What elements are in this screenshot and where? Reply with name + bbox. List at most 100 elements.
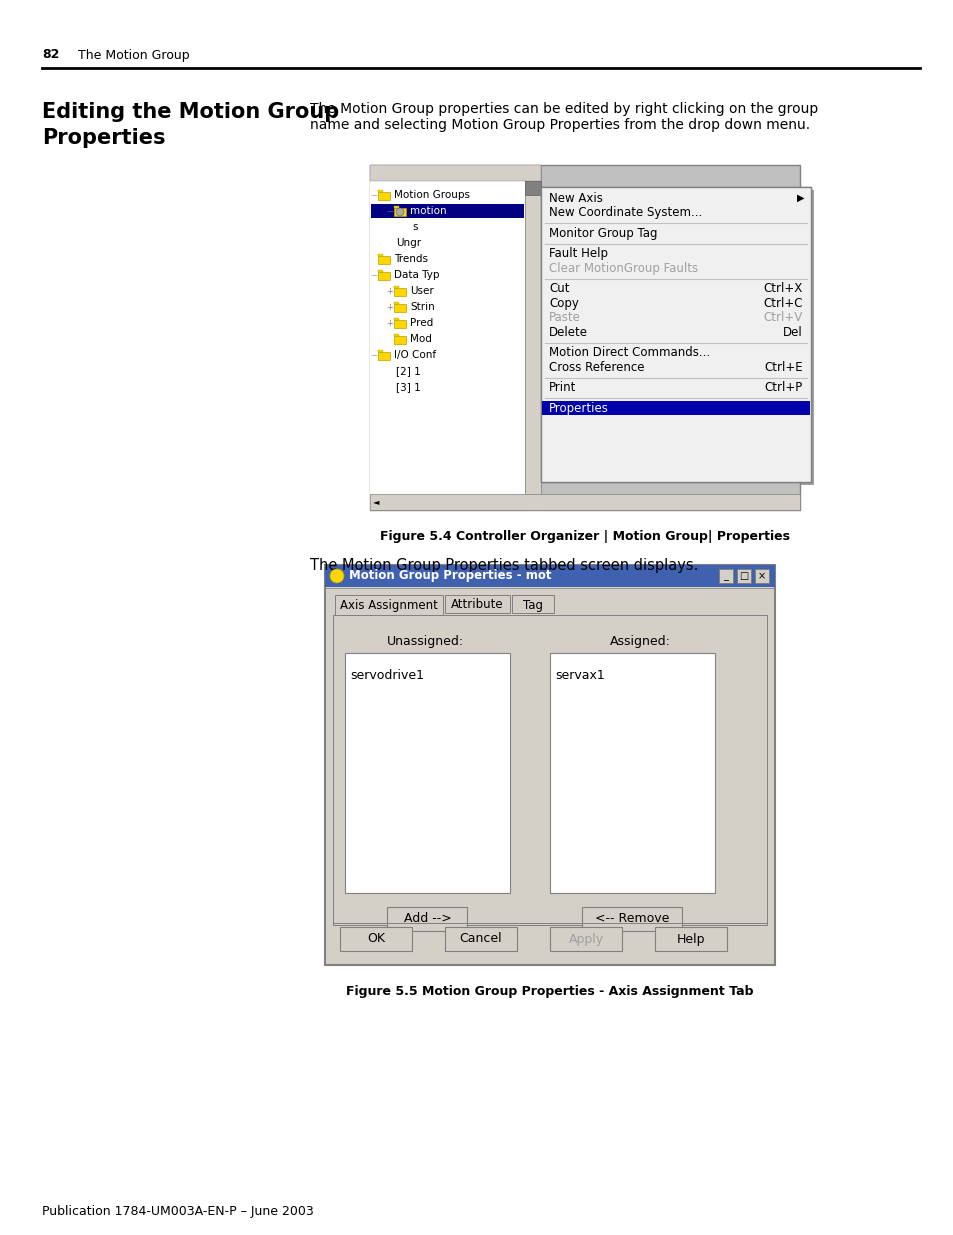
Bar [325,564,774,965]
Text: The Motion Group: The Motion Group [78,48,190,62]
Bar [377,191,390,200]
Text: Cancel: Cancel [459,932,502,946]
Bar [550,927,621,951]
Bar [444,595,510,613]
Bar [540,186,810,482]
Text: <-- Remove: <-- Remove [595,913,669,925]
Circle shape [330,569,344,583]
Text: Pred: Pred [410,317,433,329]
Bar [540,186,810,482]
Bar [377,254,382,256]
Text: New Axis: New Axis [548,191,602,205]
Text: Editing the Motion Group: Editing the Motion Group [42,103,339,122]
Bar [655,927,726,951]
Text: name and selecting Motion Group Properties from the drop down menu.: name and selecting Motion Group Properti… [310,119,809,132]
Bar [370,165,540,182]
Bar [394,333,398,336]
Bar [550,653,714,893]
Text: +: + [386,319,393,327]
Bar [541,401,809,415]
Bar [543,190,813,485]
Text: Axis Assignment: Axis Assignment [339,599,437,611]
Bar [394,336,406,345]
Bar [370,494,800,510]
Text: Fault Help: Fault Help [548,247,607,261]
Bar [370,165,524,510]
Text: Figure 5.4 Controller Organizer | Motion Group| Properties: Figure 5.4 Controller Organizer | Motion… [379,530,789,543]
Bar [394,320,406,329]
Bar [524,182,540,195]
Text: Copy: Copy [548,296,578,310]
Text: +: + [386,287,393,295]
Text: —: — [370,352,377,358]
Text: Ctrl+E: Ctrl+E [763,361,802,374]
Text: ▶: ▶ [797,193,804,204]
Bar [371,204,523,219]
Text: ◄: ◄ [373,498,379,506]
Text: Tag: Tag [522,599,542,611]
Bar [377,190,382,191]
Bar [377,270,382,272]
Bar [335,595,442,615]
Text: Delete: Delete [548,326,587,338]
Text: [3] 1: [3] 1 [395,382,420,391]
Text: motion: motion [410,206,446,216]
Text: _: _ [722,571,728,580]
Text: Ctrl+X: Ctrl+X [763,283,802,295]
Bar [370,165,800,510]
Text: Ctrl+V: Ctrl+V [763,311,802,325]
Bar [737,569,750,583]
Text: Cross Reference: Cross Reference [548,361,644,374]
Bar [512,595,554,613]
Bar [582,906,681,931]
Text: —: — [370,272,377,278]
Text: Figure 5.5 Motion Group Properties - Axis Assignment Tab: Figure 5.5 Motion Group Properties - Axi… [346,986,753,998]
Bar [394,288,406,296]
Text: Properties: Properties [42,128,165,148]
Bar [394,317,398,320]
Text: User: User [410,287,434,296]
Text: ×: × [757,571,765,580]
Bar [377,350,382,352]
Text: Mod: Mod [410,333,432,345]
Text: servodrive1: servodrive1 [350,669,423,682]
Text: Help: Help [676,932,704,946]
Text: Unassigned:: Unassigned: [386,635,463,648]
Text: Attribute: Attribute [451,599,503,611]
Bar [444,927,517,951]
Text: Ungr: Ungr [395,238,420,248]
Bar [524,165,540,510]
Text: servax1: servax1 [555,669,604,682]
Circle shape [395,207,403,216]
Text: —: — [386,207,393,214]
Text: Apply: Apply [568,932,603,946]
Text: Cut: Cut [548,283,569,295]
Text: [2] 1: [2] 1 [395,366,420,375]
Text: +: + [386,303,393,311]
Bar [394,303,398,304]
Text: Del: Del [782,326,802,338]
Text: Trends: Trends [394,254,428,264]
Text: I/O Conf: I/O Conf [394,350,436,359]
Text: Motion Groups: Motion Groups [394,190,470,200]
Bar [394,287,398,288]
Bar [387,906,467,931]
Bar [339,927,412,951]
Text: The Motion Group properties can be edited by right clicking on the group: The Motion Group properties can be edite… [310,103,818,116]
Bar [333,615,766,925]
Bar [394,207,406,216]
Text: Motion Group Properties - mot: Motion Group Properties - mot [349,569,551,583]
Text: Ctrl+P: Ctrl+P [764,382,802,394]
Text: Ctrl+C: Ctrl+C [762,296,802,310]
Text: Motion Direct Commands...: Motion Direct Commands... [548,346,709,359]
Bar [719,569,732,583]
Text: Monitor Group Tag: Monitor Group Tag [548,227,657,240]
Text: Assigned:: Assigned: [609,635,670,648]
Text: 82: 82 [42,48,59,62]
Text: Data Typ: Data Typ [394,270,439,280]
Bar [325,564,774,587]
Bar [394,304,406,312]
Bar [377,272,390,280]
Text: —: — [370,191,377,198]
Text: Add -->: Add --> [403,913,451,925]
